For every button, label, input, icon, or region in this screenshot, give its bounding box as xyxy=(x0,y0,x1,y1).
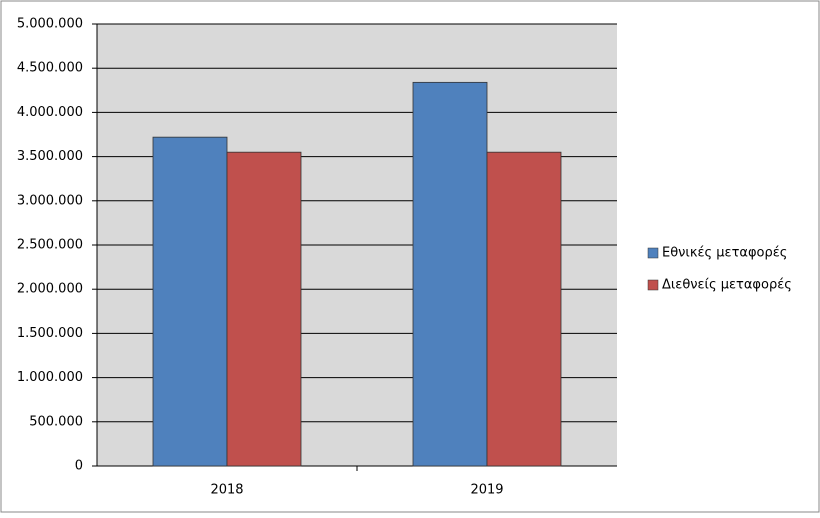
bar xyxy=(486,151,562,467)
y-tick-label: 3.500.000 xyxy=(17,149,83,164)
y-tick-label: 2.500.000 xyxy=(17,238,83,253)
y-tick-label: 4.500.000 xyxy=(17,61,83,76)
legend-swatch xyxy=(647,247,659,259)
y-tick-label: 3.000.000 xyxy=(17,193,83,208)
x-tick-label: 2018 xyxy=(210,483,243,498)
x-tick-label: 2019 xyxy=(470,483,503,498)
y-tick-label: 5.000.000 xyxy=(17,17,83,32)
bar xyxy=(412,81,488,467)
bar xyxy=(152,136,228,467)
legend-label: Διεθνείς μεταφορές xyxy=(662,278,792,293)
legend-label: Εθνικές μεταφορές xyxy=(662,246,787,261)
y-tick-label: 500.000 xyxy=(29,414,83,429)
y-tick-label: 1.000.000 xyxy=(17,370,83,385)
y-tick-label: 4.000.000 xyxy=(17,105,83,120)
y-tick-label: 1.500.000 xyxy=(17,326,83,341)
y-tick-label: 0 xyxy=(75,459,83,474)
bar xyxy=(226,151,302,467)
y-tick-label: 2.000.000 xyxy=(17,282,83,297)
legend-swatch xyxy=(647,279,659,291)
